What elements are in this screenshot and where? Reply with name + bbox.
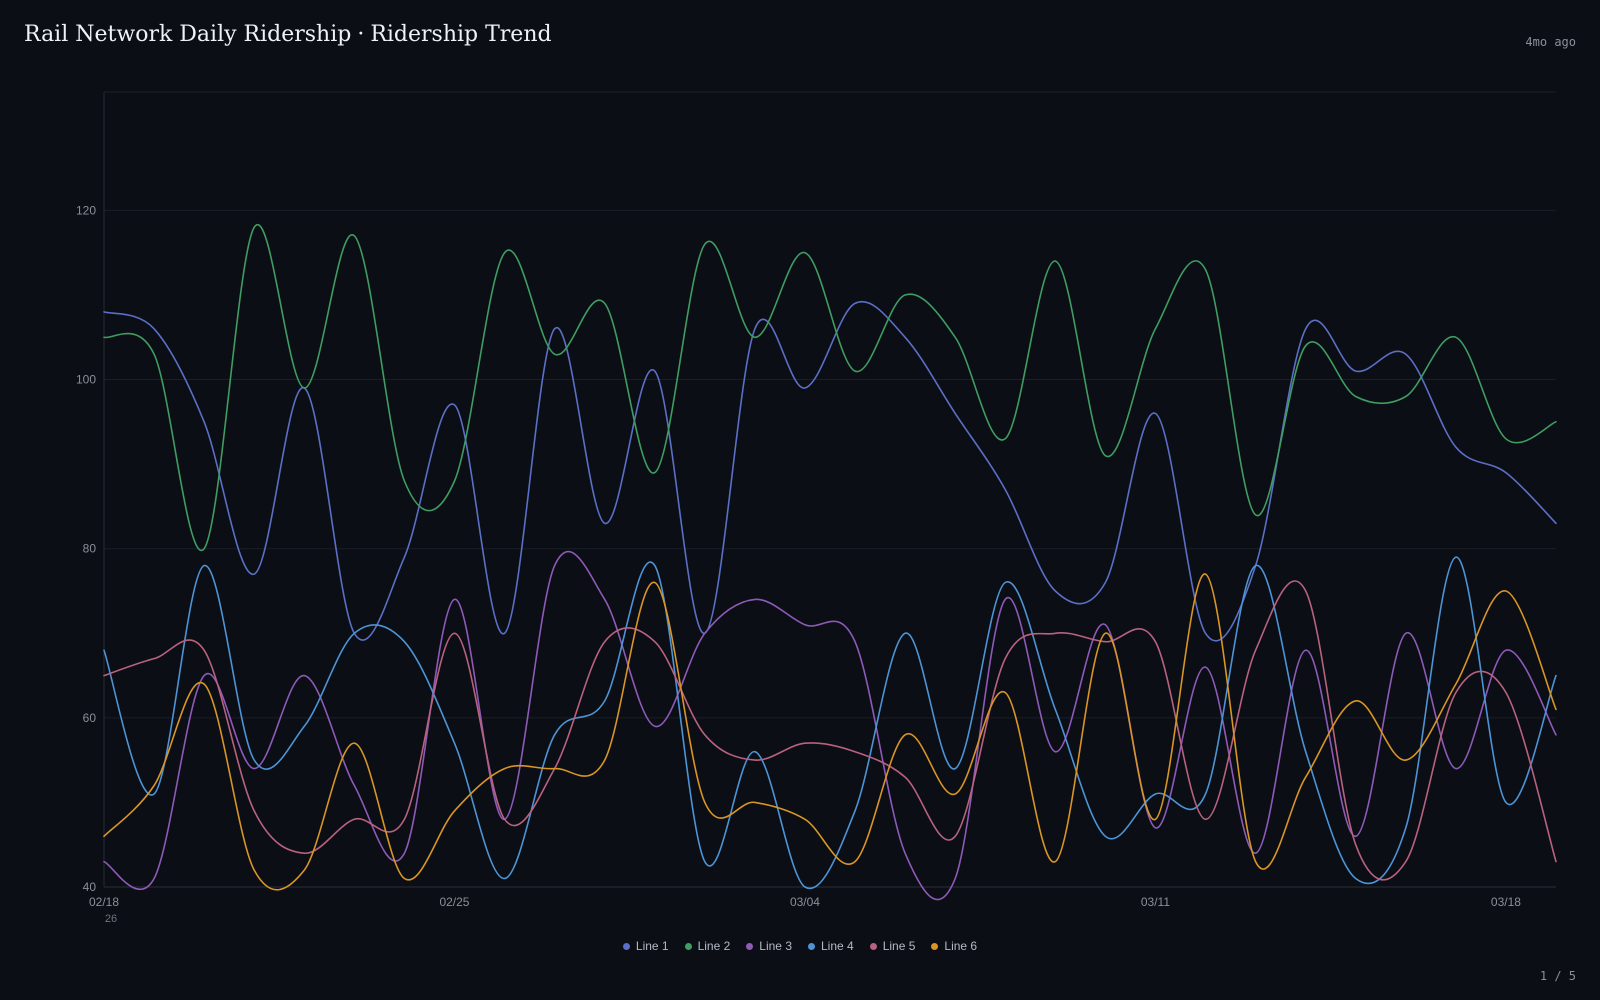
axes: 40 60 80 100 120 02/18 26 02/25 03/04 03/11 03/18 (76, 92, 1521, 925)
y-tick-label: 100 (76, 373, 96, 387)
chart-legend: Line 1 Line 2 Line 3 Line 4 Line 5 Line 6 (0, 939, 1600, 953)
x-tick-label: 02/18 (89, 895, 119, 909)
legend-item-line-2[interactable]: Line 2 (684, 939, 731, 953)
x-tick-label: 03/18 (1491, 895, 1521, 909)
y-tick-label: 120 (76, 203, 96, 217)
series-line-2 (103, 223, 1557, 552)
panel-subtitle: Ridership Trend (370, 22, 552, 47)
legend-label: Line 1 (635, 939, 669, 953)
title-separator: · (357, 22, 365, 47)
page-indicator: 1 / 5 (1539, 969, 1576, 983)
legend-swatch (746, 942, 754, 950)
series-line-1 (103, 300, 1557, 642)
grid-lines (104, 91, 1556, 888)
legend-label: Line 6 (944, 939, 978, 953)
series-lines (103, 223, 1557, 901)
y-tick-label: 40 (83, 880, 97, 894)
legend-item-line-4[interactable]: Line 4 (808, 939, 854, 953)
legend-item-line-3[interactable]: Line 3 (746, 939, 792, 953)
updated-timestamp: 4mo ago (1525, 35, 1576, 49)
legend-label: Line 3 (759, 939, 792, 953)
legend-swatch (931, 942, 939, 950)
x-tick-label: 03/04 (790, 895, 820, 909)
legend-swatch (808, 942, 815, 950)
legend-label: Line 4 (821, 939, 854, 953)
series-line-5 (103, 580, 1557, 881)
legend-item-line-6[interactable]: Line 6 (931, 939, 977, 953)
legend-item-line-1[interactable]: Line 1 (622, 939, 669, 953)
series-line-3 (103, 550, 1557, 901)
y-tick-label: 80 (83, 542, 97, 556)
series-line-4 (103, 556, 1557, 890)
legend-item-line-5[interactable]: Line 5 (869, 939, 916, 953)
chart-title: Rail Network Daily Ridership · Ridership T… (24, 22, 552, 47)
x-tick-label: 03/11 (1141, 895, 1170, 909)
legend-swatch (684, 942, 692, 950)
y-tick-label: 60 (83, 711, 97, 725)
x-tick-label: 02/25 (439, 895, 469, 909)
legend-swatch (869, 942, 877, 950)
x-tick-year-label: 26 (105, 913, 117, 925)
legend-label: Line 2 (697, 939, 731, 953)
dashboard-title: Rail Network Daily Ridership (24, 22, 352, 47)
legend-label: Line 5 (882, 939, 916, 953)
legend-swatch (622, 942, 630, 950)
series-line-6 (103, 573, 1557, 891)
